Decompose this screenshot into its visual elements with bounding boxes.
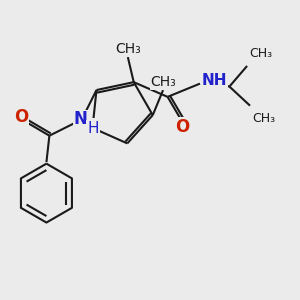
Text: O: O <box>175 118 189 136</box>
Text: O: O <box>14 107 28 125</box>
Text: CH₃: CH₃ <box>249 47 273 60</box>
Text: CH₃: CH₃ <box>115 42 141 56</box>
Text: CH₃: CH₃ <box>252 112 275 124</box>
Text: S: S <box>86 119 99 137</box>
Text: H: H <box>87 121 99 136</box>
Text: NH: NH <box>202 73 227 88</box>
Text: N: N <box>74 110 87 128</box>
Text: CH₃: CH₃ <box>150 75 176 89</box>
